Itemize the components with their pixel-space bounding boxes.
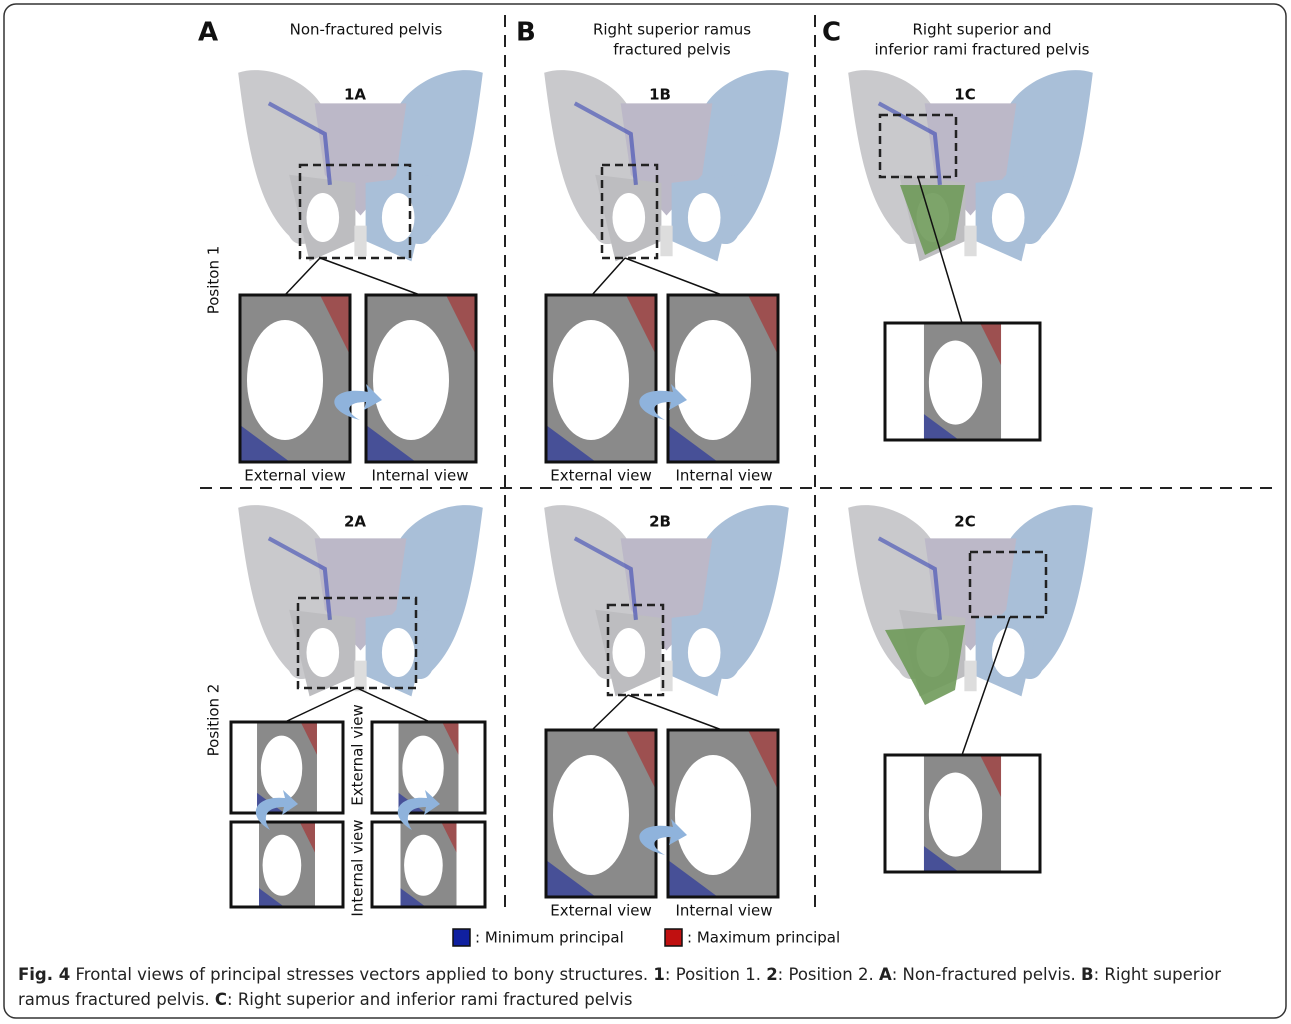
column-letter: A [198,18,218,48]
view-label: Internal view [675,902,772,920]
pelvis-model [848,505,1093,696]
panel-label: 2B [649,513,671,531]
caption-text: Fig. 4 [18,965,70,984]
column-title: Non-fractured pelvis [290,21,443,39]
legend-swatch [453,929,470,946]
legend-swatch [665,929,682,946]
column-letter: B [516,18,536,48]
column-title: fractured pelvis [613,41,731,59]
panel-label: 1C [954,86,975,104]
caption-text: : Right superior and inferior rami fract… [227,990,632,1009]
column-title: Right superior ramus [593,21,751,39]
pelvis-model [544,505,789,696]
page: A Non-fractured pelvis B Right superior … [0,0,1291,1024]
caption-text: 1 [653,965,664,984]
view-label: Internal view [349,819,367,916]
legend-label: : Minimum principal [475,929,624,947]
column-title: inferior rami fractured pelvis [875,41,1090,59]
panel-label: 1A [344,86,366,104]
row-label: Positon 1 [205,246,223,315]
view-label: Internal view [371,467,468,485]
caption-text: 2 [766,965,777,984]
view-label: Internal view [675,467,772,485]
column-letter: C [822,18,841,48]
caption-text: : Position 1. [665,965,766,984]
legend: : Minimum principal : Maximum principal [453,929,840,947]
caption-text: B [1081,965,1094,984]
pelvis-model [238,505,483,696]
view-label: External view [349,704,367,806]
row-label: Position 2 [205,684,223,757]
panel-label: 2A [344,513,366,531]
legend-label: : Maximum principal [687,929,840,947]
view-label: External view [244,467,346,485]
panel-label: 2C [954,513,975,531]
caption-text: C [215,990,227,1009]
caption: Fig. 4 Frontal views of principal stress… [18,962,1273,1012]
caption-text: Frontal views of principal stresses vect… [70,965,653,984]
view-label: External view [550,902,652,920]
caption-text: A [879,965,892,984]
figure: A Non-fractured pelvis B Right superior … [0,0,1291,1024]
panel-label: 1B [649,86,671,104]
view-label: External view [550,467,652,485]
caption-text: : Non-fractured pelvis. [892,965,1081,984]
caption-text: : Position 2. [778,965,879,984]
column-title: Right superior and [912,21,1051,39]
